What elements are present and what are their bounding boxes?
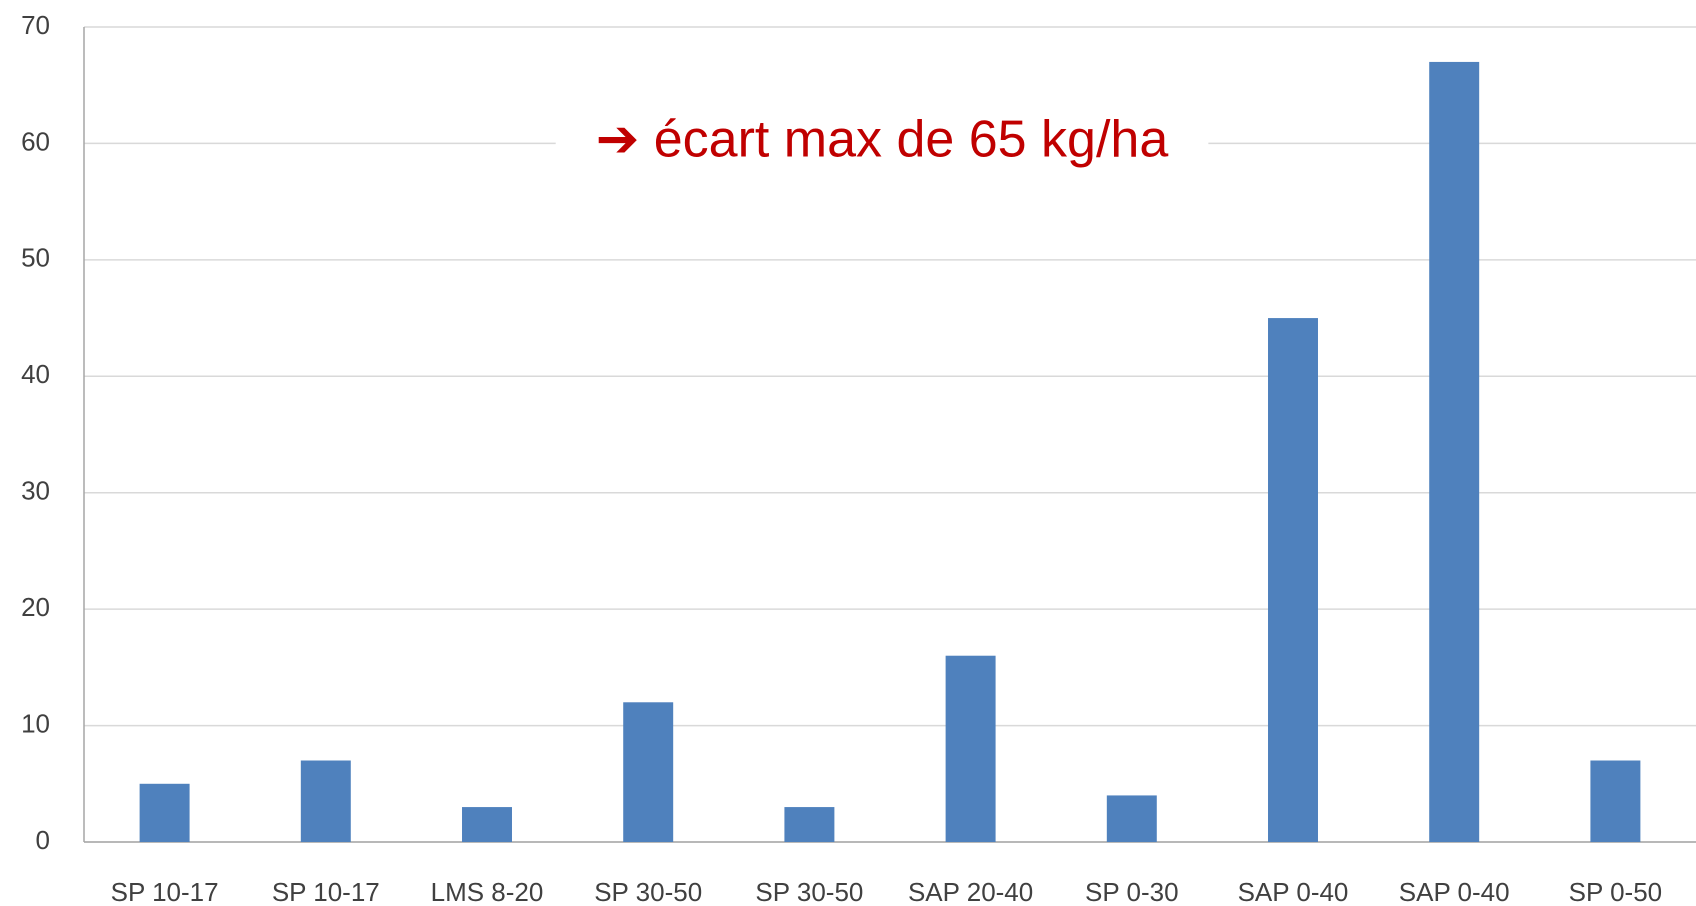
x-tick-label: SP 10-17 [272, 877, 380, 906]
bar [462, 807, 512, 842]
x-tick-label: SAP 0-40 [1399, 877, 1510, 906]
bar [945, 655, 996, 842]
bar [300, 760, 351, 842]
y-tick-label: 20 [21, 592, 50, 622]
bar [1590, 760, 1641, 842]
y-tick-label: 10 [21, 708, 50, 738]
bar [784, 807, 835, 842]
y-tick-label: 0 [36, 825, 50, 855]
x-tick-label: SP 30-50 [594, 877, 702, 906]
y-tick-label: 70 [21, 10, 50, 40]
x-tick-label: SP 10-17 [111, 877, 219, 906]
annotation: ➔ écart max de 65 kg/ha [596, 111, 1169, 169]
x-tick-label: LMS 8-20 [431, 877, 544, 906]
bar [623, 702, 674, 842]
y-tick-label: 40 [21, 359, 50, 389]
bar [1106, 795, 1157, 842]
bar [1268, 318, 1318, 843]
x-tick-label: SAP 20-40 [908, 877, 1033, 906]
y-tick-label: 50 [21, 243, 50, 273]
bar [1429, 61, 1480, 842]
x-tick-label: SP 30-50 [755, 877, 863, 906]
x-tick-label: SP 0-30 [1085, 877, 1178, 906]
y-tick-label: 30 [21, 476, 50, 506]
x-tick-label: SAP 0-40 [1238, 877, 1349, 906]
annotation-background [555, 110, 1209, 169]
x-tick-label: SP 0-50 [1569, 877, 1662, 906]
bar [139, 783, 190, 842]
y-tick-label: 60 [21, 126, 50, 156]
